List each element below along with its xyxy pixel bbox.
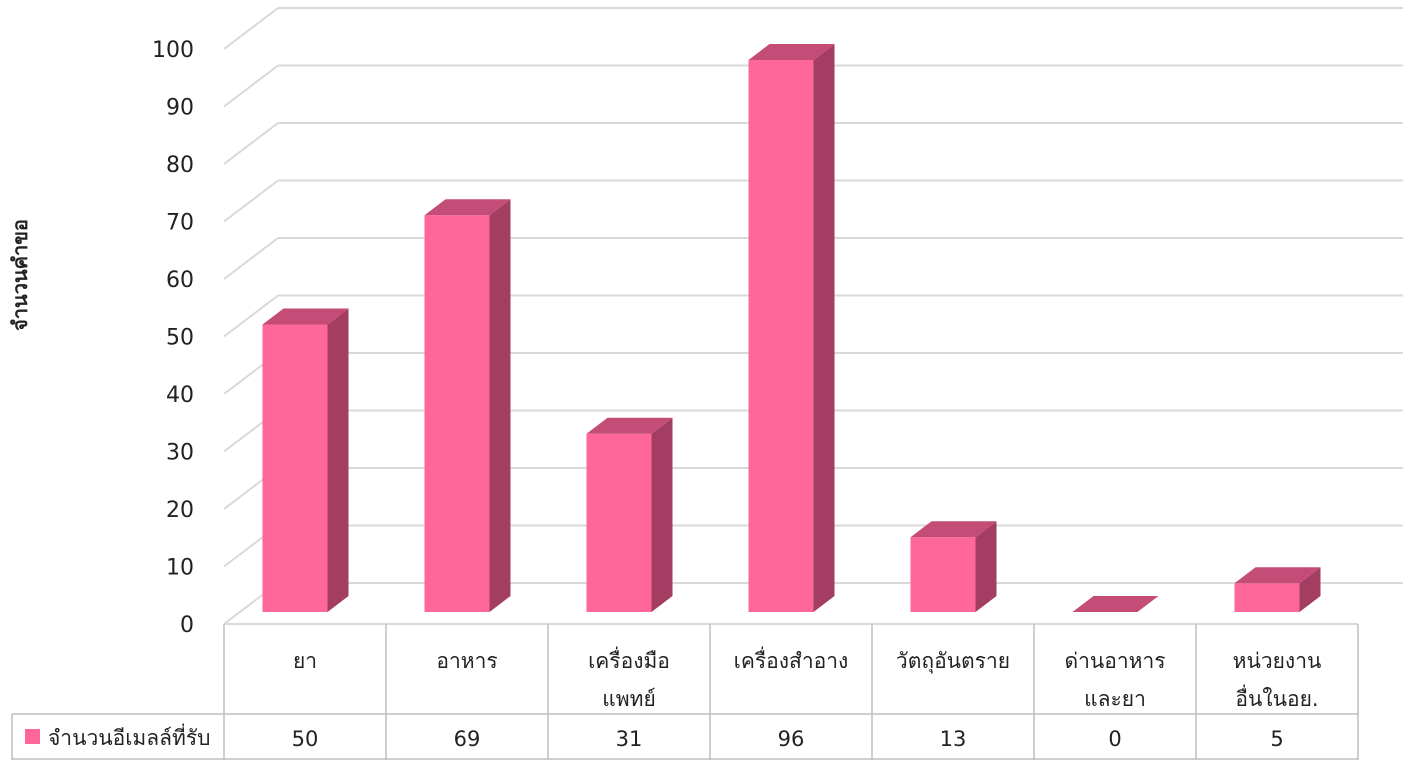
data-label: 13	[940, 727, 967, 751]
bar-top	[586, 417, 673, 434]
data-label: 96	[778, 727, 805, 751]
data-label: 31	[616, 727, 643, 751]
y-tick-label: 80	[166, 153, 194, 178]
data-label: 69	[454, 727, 481, 751]
x-tick-label: วัตถุอันตราย	[896, 649, 1010, 674]
gridline-diagonal	[223, 237, 279, 280]
y-tick-label: 20	[166, 498, 194, 523]
gridline-diagonal	[223, 294, 279, 338]
bar-top	[748, 44, 835, 60]
x-tick-label: อื่นในอย.	[1235, 684, 1318, 711]
x-tick-label: หน่วยงาน	[1233, 649, 1322, 673]
y-tick-label: 50	[166, 326, 194, 351]
bar-front	[424, 215, 490, 612]
bar-front	[1234, 583, 1300, 612]
bar-front	[586, 433, 652, 612]
gridline-diagonal	[223, 179, 279, 223]
x-tick-label: เครื่องมือ	[588, 646, 670, 673]
data-label: 50	[292, 727, 319, 751]
x-tick-label: แพทย์	[602, 687, 656, 711]
bar-side	[651, 417, 673, 612]
y-tick-label: 10	[166, 556, 194, 581]
gridline-diagonal	[223, 64, 279, 108]
bar	[1234, 567, 1321, 612]
y-tick-label: 60	[166, 268, 194, 293]
gridline-diagonal	[223, 122, 279, 165]
y-tick-label: 0	[180, 613, 194, 638]
bar-top	[262, 308, 349, 325]
bar-top	[1234, 567, 1321, 584]
x-tick-label: ด่านอาหาร	[1064, 649, 1165, 673]
legend-label: จำนวนอีเมลล์ที่รับ	[48, 723, 210, 750]
x-tick-label: และยา	[1084, 687, 1146, 711]
bar	[910, 521, 997, 612]
bar-front	[748, 60, 814, 612]
bars	[262, 44, 1321, 612]
bar-top	[910, 521, 997, 538]
y-tick-label: 40	[166, 383, 194, 408]
bar-front	[910, 537, 976, 612]
bar	[748, 44, 835, 612]
x-tick-label: อาหาร	[436, 649, 497, 673]
bar-side	[489, 199, 511, 612]
y-tick-label: 70	[166, 211, 194, 236]
bar	[1072, 596, 1159, 612]
legend-key	[25, 729, 40, 744]
data-label: 0	[1108, 727, 1121, 751]
y-tick-label: 90	[166, 96, 194, 121]
bar-top	[1072, 596, 1159, 612]
y-axis-ticks: 0 10 20 30 40 50 60 70 80 90 100	[152, 38, 194, 638]
bar-top	[424, 199, 511, 216]
y-tick-label: 30	[166, 441, 194, 466]
data-label: 5	[1270, 727, 1283, 751]
y-axis-label: จำนวนคำขอ	[8, 219, 32, 331]
bar-side	[813, 44, 835, 612]
bar	[262, 308, 349, 612]
bar-side	[1299, 567, 1321, 612]
bar-front	[262, 324, 328, 612]
x-tick-label: เครื่องสำอาง	[734, 646, 849, 673]
bar-side	[327, 308, 349, 612]
y-tick-label: 100	[152, 38, 194, 63]
bar-side	[975, 521, 997, 612]
bar	[424, 199, 511, 612]
x-tick-label: ยา	[293, 649, 317, 673]
gridline-diagonal	[223, 7, 279, 50]
bar	[586, 417, 673, 612]
